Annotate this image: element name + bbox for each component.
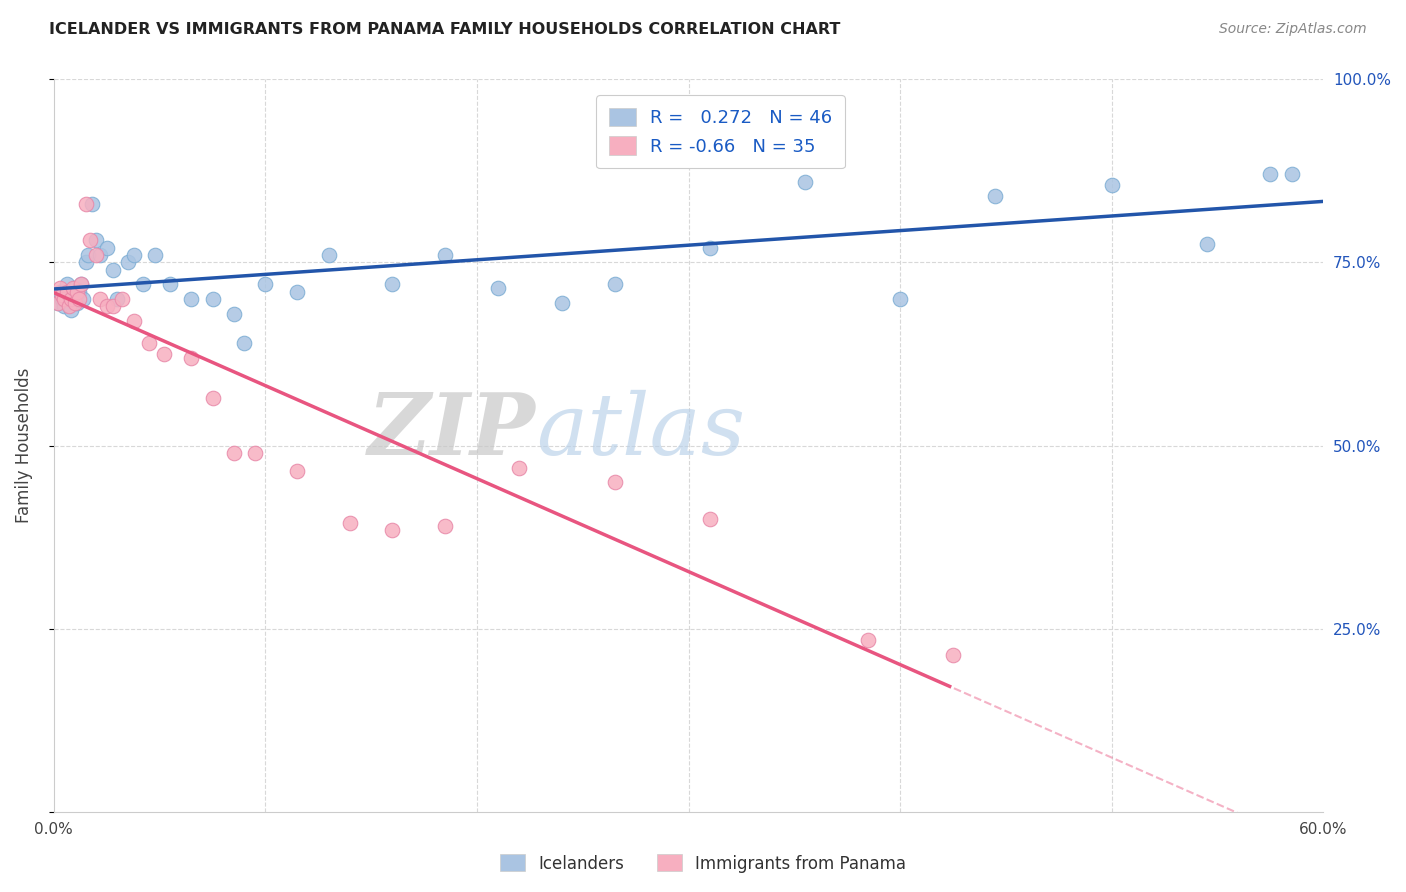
Point [80,196,103,211]
Point [254,277,277,292]
Point [51,292,73,306]
Point [603,277,626,292]
Point [381,523,404,537]
Point [51,288,73,302]
Point [96,299,118,313]
Point [285,285,308,299]
Point [550,295,572,310]
Point [434,519,457,533]
Point [66,295,89,310]
Y-axis label: Family Households: Family Households [15,368,32,524]
Point [138,335,160,350]
Point [101,299,124,313]
Point [46,295,69,310]
Point [58,288,80,302]
Point [486,281,509,295]
Point [243,446,266,460]
Text: atlas: atlas [536,390,745,472]
Point [1195,236,1218,251]
Point [49,281,72,295]
Point [858,632,880,647]
Point [434,248,457,262]
Point [1101,178,1123,193]
Point [180,351,202,365]
Text: ZIP: ZIP [368,389,536,473]
Point [942,648,965,662]
Point [63,281,86,295]
Point [222,446,245,460]
Point [101,262,124,277]
Point [233,335,256,350]
Point [53,299,76,313]
Point [222,307,245,321]
Point [67,292,90,306]
Legend: Icelanders, Immigrants from Panama: Icelanders, Immigrants from Panama [494,847,912,880]
Point [55,285,77,299]
Point [72,292,94,306]
Point [55,277,77,292]
Point [59,302,82,317]
Point [70,277,93,292]
Point [89,248,111,262]
Point [201,391,224,405]
Text: ICELANDER VS IMMIGRANTS FROM PANAMA FAMILY HOUSEHOLDS CORRELATION CHART: ICELANDER VS IMMIGRANTS FROM PANAMA FAMI… [49,22,841,37]
Point [153,347,176,361]
Point [75,196,97,211]
Point [339,516,361,530]
Point [63,295,86,310]
Point [318,248,340,262]
Point [70,277,93,292]
Point [117,255,139,269]
Text: Source: ZipAtlas.com: Source: ZipAtlas.com [1219,22,1367,37]
Point [180,292,202,306]
Point [46,295,69,310]
Point [75,255,97,269]
Point [76,248,98,262]
Point [159,277,181,292]
Point [1260,167,1282,181]
Point [67,285,90,299]
Point [58,299,80,313]
Point [699,512,721,526]
Point [699,241,721,255]
Point [62,281,84,295]
Point [131,277,153,292]
Point [889,292,911,306]
Point [201,292,224,306]
Point [603,475,626,490]
Point [1281,167,1303,181]
Point [49,285,72,299]
Point [62,292,84,306]
Point [793,175,815,189]
Point [89,292,111,306]
Point [66,285,89,299]
Point [105,292,128,306]
Legend: R =   0.272   N = 46, R = -0.66   N = 35: R = 0.272 N = 46, R = -0.66 N = 35 [596,95,845,169]
Point [145,248,167,262]
Point [122,248,145,262]
Point [285,464,308,478]
Point [122,314,145,328]
Point [508,460,530,475]
Point [79,233,101,247]
Point [984,189,1007,203]
Point [53,292,76,306]
Point [381,277,404,292]
Point [59,292,82,306]
Point [84,233,107,247]
Point [110,292,132,306]
Point [84,248,107,262]
Point [96,241,118,255]
